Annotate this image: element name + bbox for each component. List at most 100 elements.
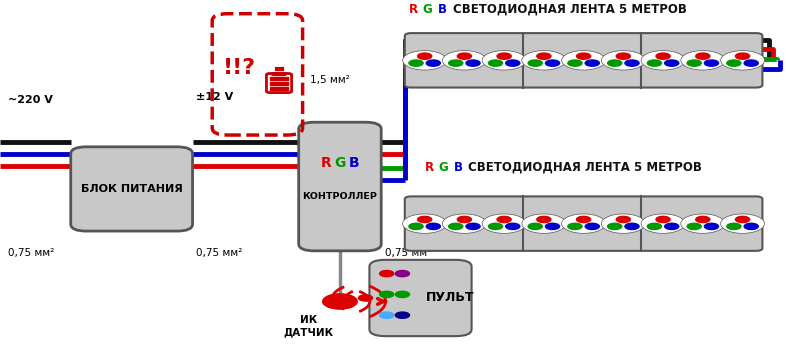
Text: G: G <box>334 156 346 170</box>
Circle shape <box>426 60 440 66</box>
Circle shape <box>625 60 639 66</box>
Circle shape <box>586 60 600 66</box>
Circle shape <box>727 223 741 230</box>
Circle shape <box>721 51 765 70</box>
FancyBboxPatch shape <box>369 260 472 336</box>
Circle shape <box>537 216 551 223</box>
Circle shape <box>395 291 410 298</box>
Text: !!?: !!? <box>222 58 256 78</box>
Circle shape <box>522 214 566 233</box>
Circle shape <box>497 53 511 59</box>
Circle shape <box>466 60 480 66</box>
Circle shape <box>497 216 511 223</box>
FancyBboxPatch shape <box>71 147 193 231</box>
Circle shape <box>537 53 551 59</box>
Circle shape <box>380 291 394 298</box>
Circle shape <box>528 60 542 66</box>
Circle shape <box>482 214 526 233</box>
Circle shape <box>528 223 542 230</box>
Circle shape <box>704 60 718 66</box>
Circle shape <box>681 51 725 70</box>
Bar <box>270 87 288 91</box>
Circle shape <box>488 60 502 66</box>
Text: B: B <box>349 156 359 170</box>
Circle shape <box>426 223 440 230</box>
Circle shape <box>577 216 591 223</box>
Circle shape <box>449 60 463 66</box>
Text: ПУЛЬТ: ПУЛЬТ <box>426 292 474 304</box>
Bar <box>270 82 288 85</box>
Circle shape <box>577 53 591 59</box>
Circle shape <box>417 216 432 223</box>
Circle shape <box>608 60 622 66</box>
Circle shape <box>561 51 606 70</box>
Text: 0,75 мм²: 0,75 мм² <box>8 248 54 258</box>
Circle shape <box>457 216 472 223</box>
Circle shape <box>736 216 750 223</box>
Bar <box>270 77 288 80</box>
Circle shape <box>656 53 670 59</box>
Circle shape <box>402 214 446 233</box>
Circle shape <box>522 51 566 70</box>
Circle shape <box>323 294 357 309</box>
Circle shape <box>449 223 463 230</box>
Circle shape <box>665 223 679 230</box>
Circle shape <box>696 216 710 223</box>
Circle shape <box>586 223 600 230</box>
Circle shape <box>696 53 710 59</box>
Circle shape <box>545 223 560 230</box>
Circle shape <box>443 51 487 70</box>
Text: G: G <box>439 161 448 174</box>
FancyBboxPatch shape <box>405 196 762 251</box>
Circle shape <box>409 60 423 66</box>
Text: 1,5 мм²: 1,5 мм² <box>310 76 351 85</box>
Circle shape <box>505 60 520 66</box>
Circle shape <box>608 223 622 230</box>
Text: БЛОК ПИТАНИЯ: БЛОК ПИТАНИЯ <box>81 184 182 194</box>
Circle shape <box>457 53 472 59</box>
Text: ИК
ДАТЧИК: ИК ДАТЧИК <box>284 315 333 337</box>
Circle shape <box>380 271 394 277</box>
Circle shape <box>681 214 725 233</box>
Text: ±12 V: ±12 V <box>196 92 233 102</box>
Circle shape <box>395 312 410 318</box>
Circle shape <box>402 51 446 70</box>
Circle shape <box>616 216 630 223</box>
Circle shape <box>625 223 639 230</box>
Circle shape <box>736 53 750 59</box>
Circle shape <box>488 223 502 230</box>
Circle shape <box>744 60 758 66</box>
Circle shape <box>601 214 645 233</box>
Circle shape <box>409 223 423 230</box>
Text: B: B <box>438 3 446 16</box>
Circle shape <box>727 60 741 66</box>
Circle shape <box>380 312 394 318</box>
Text: СВЕТОДИОДНАЯ ЛЕНТА 5 МЕТРОВ: СВЕТОДИОДНАЯ ЛЕНТА 5 МЕТРОВ <box>453 3 687 16</box>
FancyBboxPatch shape <box>299 122 381 251</box>
Text: ~220 V: ~220 V <box>8 95 53 105</box>
FancyBboxPatch shape <box>405 33 762 88</box>
Circle shape <box>721 214 765 233</box>
Circle shape <box>648 60 662 66</box>
Text: R: R <box>424 161 434 174</box>
Circle shape <box>466 223 480 230</box>
Circle shape <box>505 223 520 230</box>
Circle shape <box>616 53 630 59</box>
Circle shape <box>568 60 582 66</box>
Circle shape <box>417 53 432 59</box>
Circle shape <box>561 214 606 233</box>
Text: R: R <box>321 156 331 170</box>
Circle shape <box>482 51 526 70</box>
Text: 0,75 мм²: 0,75 мм² <box>385 248 432 258</box>
Circle shape <box>641 51 685 70</box>
Circle shape <box>665 60 679 66</box>
Circle shape <box>704 223 718 230</box>
Circle shape <box>687 223 701 230</box>
Text: 0,75 мм²: 0,75 мм² <box>196 248 243 258</box>
Circle shape <box>641 214 685 233</box>
Text: КОНТРОЛЛЕР: КОНТРОЛЛЕР <box>303 192 377 201</box>
Text: R: R <box>409 3 418 16</box>
Circle shape <box>443 214 487 233</box>
Circle shape <box>395 271 410 277</box>
Circle shape <box>601 51 645 70</box>
